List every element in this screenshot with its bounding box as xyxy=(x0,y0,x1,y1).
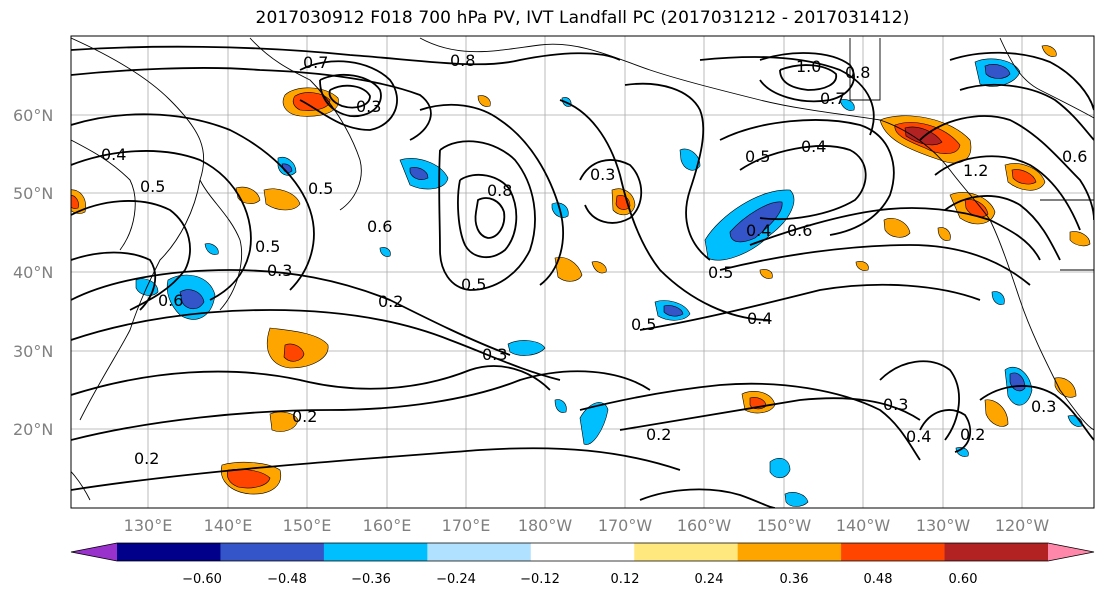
colorbar-tick-label: 0.12 xyxy=(611,572,640,587)
lon-label: 130°E xyxy=(124,516,173,535)
colorbar-tick-label: 0.24 xyxy=(695,572,724,587)
contour-label: 0.2 xyxy=(960,425,985,444)
lat-label: 60°N xyxy=(13,106,53,125)
contour-label: 0.5 xyxy=(308,179,333,198)
contour-label: 0.7 xyxy=(303,53,328,72)
map-frame xyxy=(70,35,1095,509)
contour-label: 1.2 xyxy=(963,161,988,180)
colorbar-tick-label: 0.60 xyxy=(949,572,978,587)
colorbar-extension-low xyxy=(71,543,117,561)
lat-label: 40°N xyxy=(13,263,53,282)
contour-label: 0.2 xyxy=(646,425,671,444)
lon-label: 170°E xyxy=(442,516,491,535)
colorbar-extension-high xyxy=(1048,543,1094,561)
contour-label: 0.6 xyxy=(1062,147,1087,166)
gridlines xyxy=(71,36,1094,508)
colorbar-tick-label: −0.36 xyxy=(351,572,391,587)
contour-label: 0.5 xyxy=(461,275,486,294)
colorbar-bin xyxy=(530,543,635,561)
colorbar-bin xyxy=(841,543,946,561)
lat-axis: 60°N 50°N 40°N 30°N 20°N xyxy=(13,106,53,439)
contour-label: 0.8 xyxy=(845,63,870,82)
lon-label: 140°W xyxy=(836,516,891,535)
colorbar-tick-label: 0.36 xyxy=(780,572,809,587)
contour-label: 0.4 xyxy=(746,221,771,240)
colorbar-ticks: −0.60 −0.48 −0.36 −0.24 −0.12 0.12 0.24 … xyxy=(182,572,977,587)
contour-label: 0.3 xyxy=(1031,397,1056,416)
colorbar-tick-label: −0.12 xyxy=(520,572,560,587)
lon-label: 140°E xyxy=(204,516,253,535)
contour-label: 0.5 xyxy=(140,177,165,196)
colorbar-segments xyxy=(71,543,1094,561)
lat-label: 50°N xyxy=(13,184,53,203)
contour-label: 0.5 xyxy=(745,147,770,166)
map-title: 2017030912 F018 700 hPa PV, IVT Landfall… xyxy=(255,8,910,28)
contour-label: 0.6 xyxy=(158,291,183,310)
lon-label: 120°W xyxy=(995,516,1050,535)
contour-label: 0.4 xyxy=(801,137,826,156)
colorbar-bin xyxy=(323,543,428,561)
contour-label: 0.6 xyxy=(787,221,812,240)
colorbar-bin xyxy=(944,543,1049,561)
coastlines xyxy=(71,37,1094,501)
contour-label: 1.0 xyxy=(796,57,821,76)
contour-label: 0.7 xyxy=(820,89,845,108)
contour-label: 0.3 xyxy=(883,395,908,414)
contour-label: 0.4 xyxy=(101,145,126,164)
contour-label: 0.3 xyxy=(267,261,292,280)
contour-label: 0.5 xyxy=(631,315,656,334)
contour-label: 0.5 xyxy=(255,237,280,256)
contour-label: 0.4 xyxy=(747,309,772,328)
lat-label: 20°N xyxy=(13,420,53,439)
colorbar-bin xyxy=(427,543,532,561)
contour-label-group: 0.8 0.7 1.0 0.8 0.3 0.4 0.5 0.3 0.8 0.7 … xyxy=(101,51,1087,468)
pv-contours xyxy=(71,45,1094,508)
lon-axis: 130°E 140°E 150°E 160°E 170°E 180°W 170°… xyxy=(124,516,1050,535)
colorbar-tick-label: −0.60 xyxy=(182,572,222,587)
lon-label: 160°W xyxy=(677,516,732,535)
colorbar: −0.60 −0.48 −0.36 −0.24 −0.12 0.12 0.24 … xyxy=(70,542,1095,587)
colorbar-outline xyxy=(70,542,1095,562)
contour-label: 0.8 xyxy=(487,181,512,200)
colorbar-bin xyxy=(737,543,842,561)
lat-label: 30°N xyxy=(13,342,53,361)
lon-label: 170°W xyxy=(598,516,653,535)
colorbar-tick-label: −0.24 xyxy=(436,572,476,587)
lon-label: 150°E xyxy=(283,516,332,535)
lon-label: 180°W xyxy=(518,516,573,535)
contour-label: 0.2 xyxy=(292,407,317,426)
colorbar-tick-label: 0.48 xyxy=(864,572,893,587)
lon-label: 130°W xyxy=(916,516,971,535)
lon-label: 160°E xyxy=(363,516,412,535)
lon-label: 150°W xyxy=(757,516,812,535)
colorbar-bin xyxy=(117,543,221,561)
contour-label: 0.8 xyxy=(450,51,475,70)
contour-label: 0.2 xyxy=(134,449,159,468)
colorbar-bin xyxy=(634,543,739,561)
contour-label: 0.2 xyxy=(378,292,403,311)
contour-label: 0.5 xyxy=(708,263,733,282)
contour-label: 0.6 xyxy=(367,217,392,236)
contour-label: 0.4 xyxy=(906,427,931,446)
colorbar-bin xyxy=(220,543,325,561)
colorbar-tick-label: −0.48 xyxy=(267,572,307,587)
contour-label: 0.3 xyxy=(482,345,507,364)
contour-label: 0.3 xyxy=(590,165,615,184)
contour-label: 0.3 xyxy=(356,97,381,116)
